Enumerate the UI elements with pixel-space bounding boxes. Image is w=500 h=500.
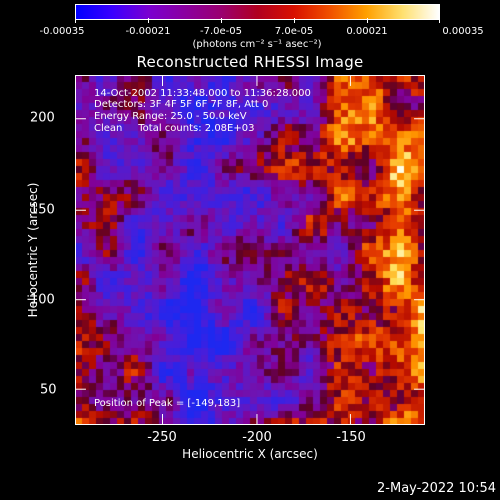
y-tick-label: 50 (40, 382, 57, 398)
colorbar-tick-label: -7.0e-05 (200, 26, 242, 37)
colorbar-tick (439, 18, 440, 23)
colorbar-tick-label: -0.00035 (39, 26, 85, 37)
energy-range-text: Energy Range: 25.0 - 50.0 keV (94, 111, 247, 122)
y-tick-label: 150 (30, 202, 55, 218)
rhessi-image (75, 75, 425, 425)
x-axis-label: Heliocentric X (arcsec) (182, 447, 318, 461)
peak-position-text: Position of Peak = [-149,183] (94, 398, 241, 409)
y-tick-label: 100 (30, 292, 55, 308)
plot-title: Reconstructed RHESSI Image (136, 53, 364, 71)
y-tick-label: 200 (30, 110, 55, 126)
colorbar-tick (367, 18, 368, 23)
clean-counts-text: Clean Total counts: 2.08E+03 (94, 123, 255, 134)
colorbar-tick-label: 0.00021 (346, 26, 388, 37)
x-tick-label: -150 (336, 430, 366, 445)
detectors-text: Detectors: 3F 4F 5F 6F 7F 8F, Att 0 (94, 99, 269, 110)
time-range-text: 14-Oct-2002 11:33:48.000 to 11:36:28.000 (94, 88, 311, 99)
x-tick-label: -250 (147, 430, 177, 445)
colorbar-tick (75, 18, 76, 23)
colorbar-units: (photons cm⁻² s⁻¹ asec⁻²) (192, 39, 322, 50)
colorbar-tick (294, 18, 295, 23)
colorbar (75, 4, 440, 20)
x-tick-label: -200 (242, 430, 272, 445)
y-axis-label: Heliocentric Y (arcsec) (26, 182, 40, 318)
colorbar-tick-label: 0.00035 (442, 26, 484, 37)
colorbar-tick-label: -0.00021 (125, 26, 171, 37)
timestamp: 2-May-2022 10:54 (377, 481, 496, 496)
colorbar-tick-label: 7.0e-05 (274, 26, 314, 37)
colorbar-tick (221, 18, 222, 23)
colorbar-tick (148, 18, 149, 23)
